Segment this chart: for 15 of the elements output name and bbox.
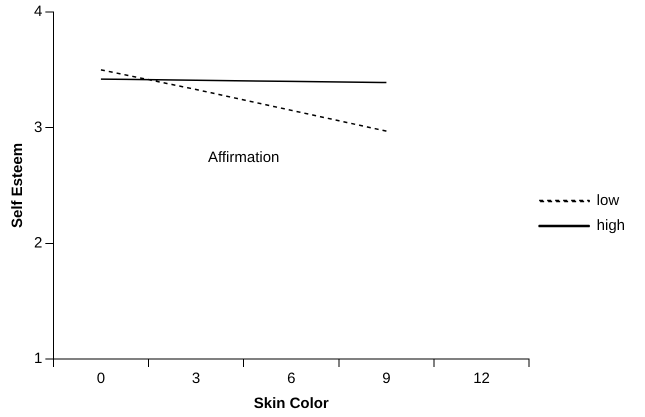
x-tick-label: 6: [287, 370, 296, 388]
y-tick-label: 4: [34, 3, 42, 20]
line-series: [100, 69, 388, 132]
y-tick-label: 2: [34, 234, 42, 252]
y-axis-title: Self Esteem: [9, 142, 26, 228]
x-tick-label: 3: [192, 370, 200, 388]
legend-label: low: [596, 192, 620, 210]
x-tick-label: 0: [96, 370, 106, 388]
x-axis-title: Skin Color: [254, 395, 329, 412]
y-tick-label: 3: [34, 118, 42, 136]
annotation: Affirmation: [208, 148, 280, 166]
x-tick-label: 9: [382, 370, 391, 388]
x-tick-label: 12: [473, 370, 490, 388]
legend-label: high: [596, 217, 625, 234]
y-tick-label: 1: [34, 350, 42, 368]
